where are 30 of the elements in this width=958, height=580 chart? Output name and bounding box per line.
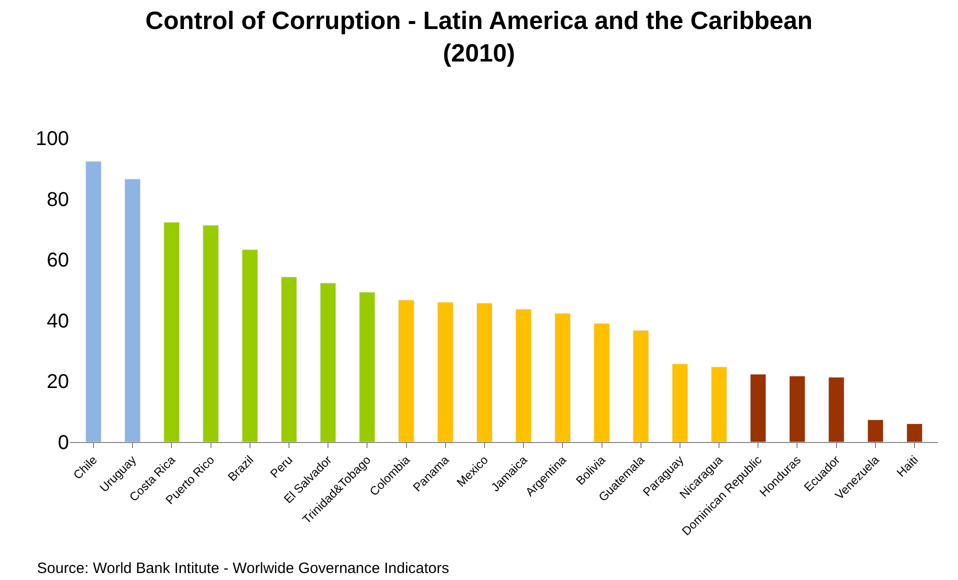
bar	[164, 222, 180, 442]
bar	[280, 276, 298, 442]
bar	[594, 323, 610, 442]
y-tick-label: 20	[46, 371, 69, 394]
bar	[320, 282, 336, 442]
bar	[124, 178, 141, 442]
y-tick-label: 0	[58, 432, 69, 454]
bar	[398, 300, 414, 442]
bar	[476, 302, 493, 442]
bar	[554, 313, 571, 442]
y-tick-label: 80	[46, 188, 69, 211]
y-tick-label: 60	[46, 250, 69, 272]
bar	[437, 302, 454, 442]
bar	[828, 377, 844, 442]
bar	[202, 225, 219, 442]
source-note: Source: World Bank Intitute - Worlwide Governance Indicators	[37, 560, 450, 577]
chart-title: Control of Corruption - Latin America and the Caribbean (2010)	[145, 7, 813, 68]
bar	[672, 364, 688, 442]
bar	[710, 366, 728, 442]
y-tick-label: 40	[46, 310, 69, 332]
bar	[789, 376, 806, 442]
bar	[906, 424, 923, 442]
bar	[515, 308, 532, 442]
bar	[632, 330, 649, 442]
bar	[867, 420, 884, 442]
bar	[242, 249, 258, 442]
y-tick-label: 100	[36, 128, 69, 150]
bar	[750, 374, 766, 442]
bar	[359, 292, 376, 442]
bar	[85, 161, 102, 442]
